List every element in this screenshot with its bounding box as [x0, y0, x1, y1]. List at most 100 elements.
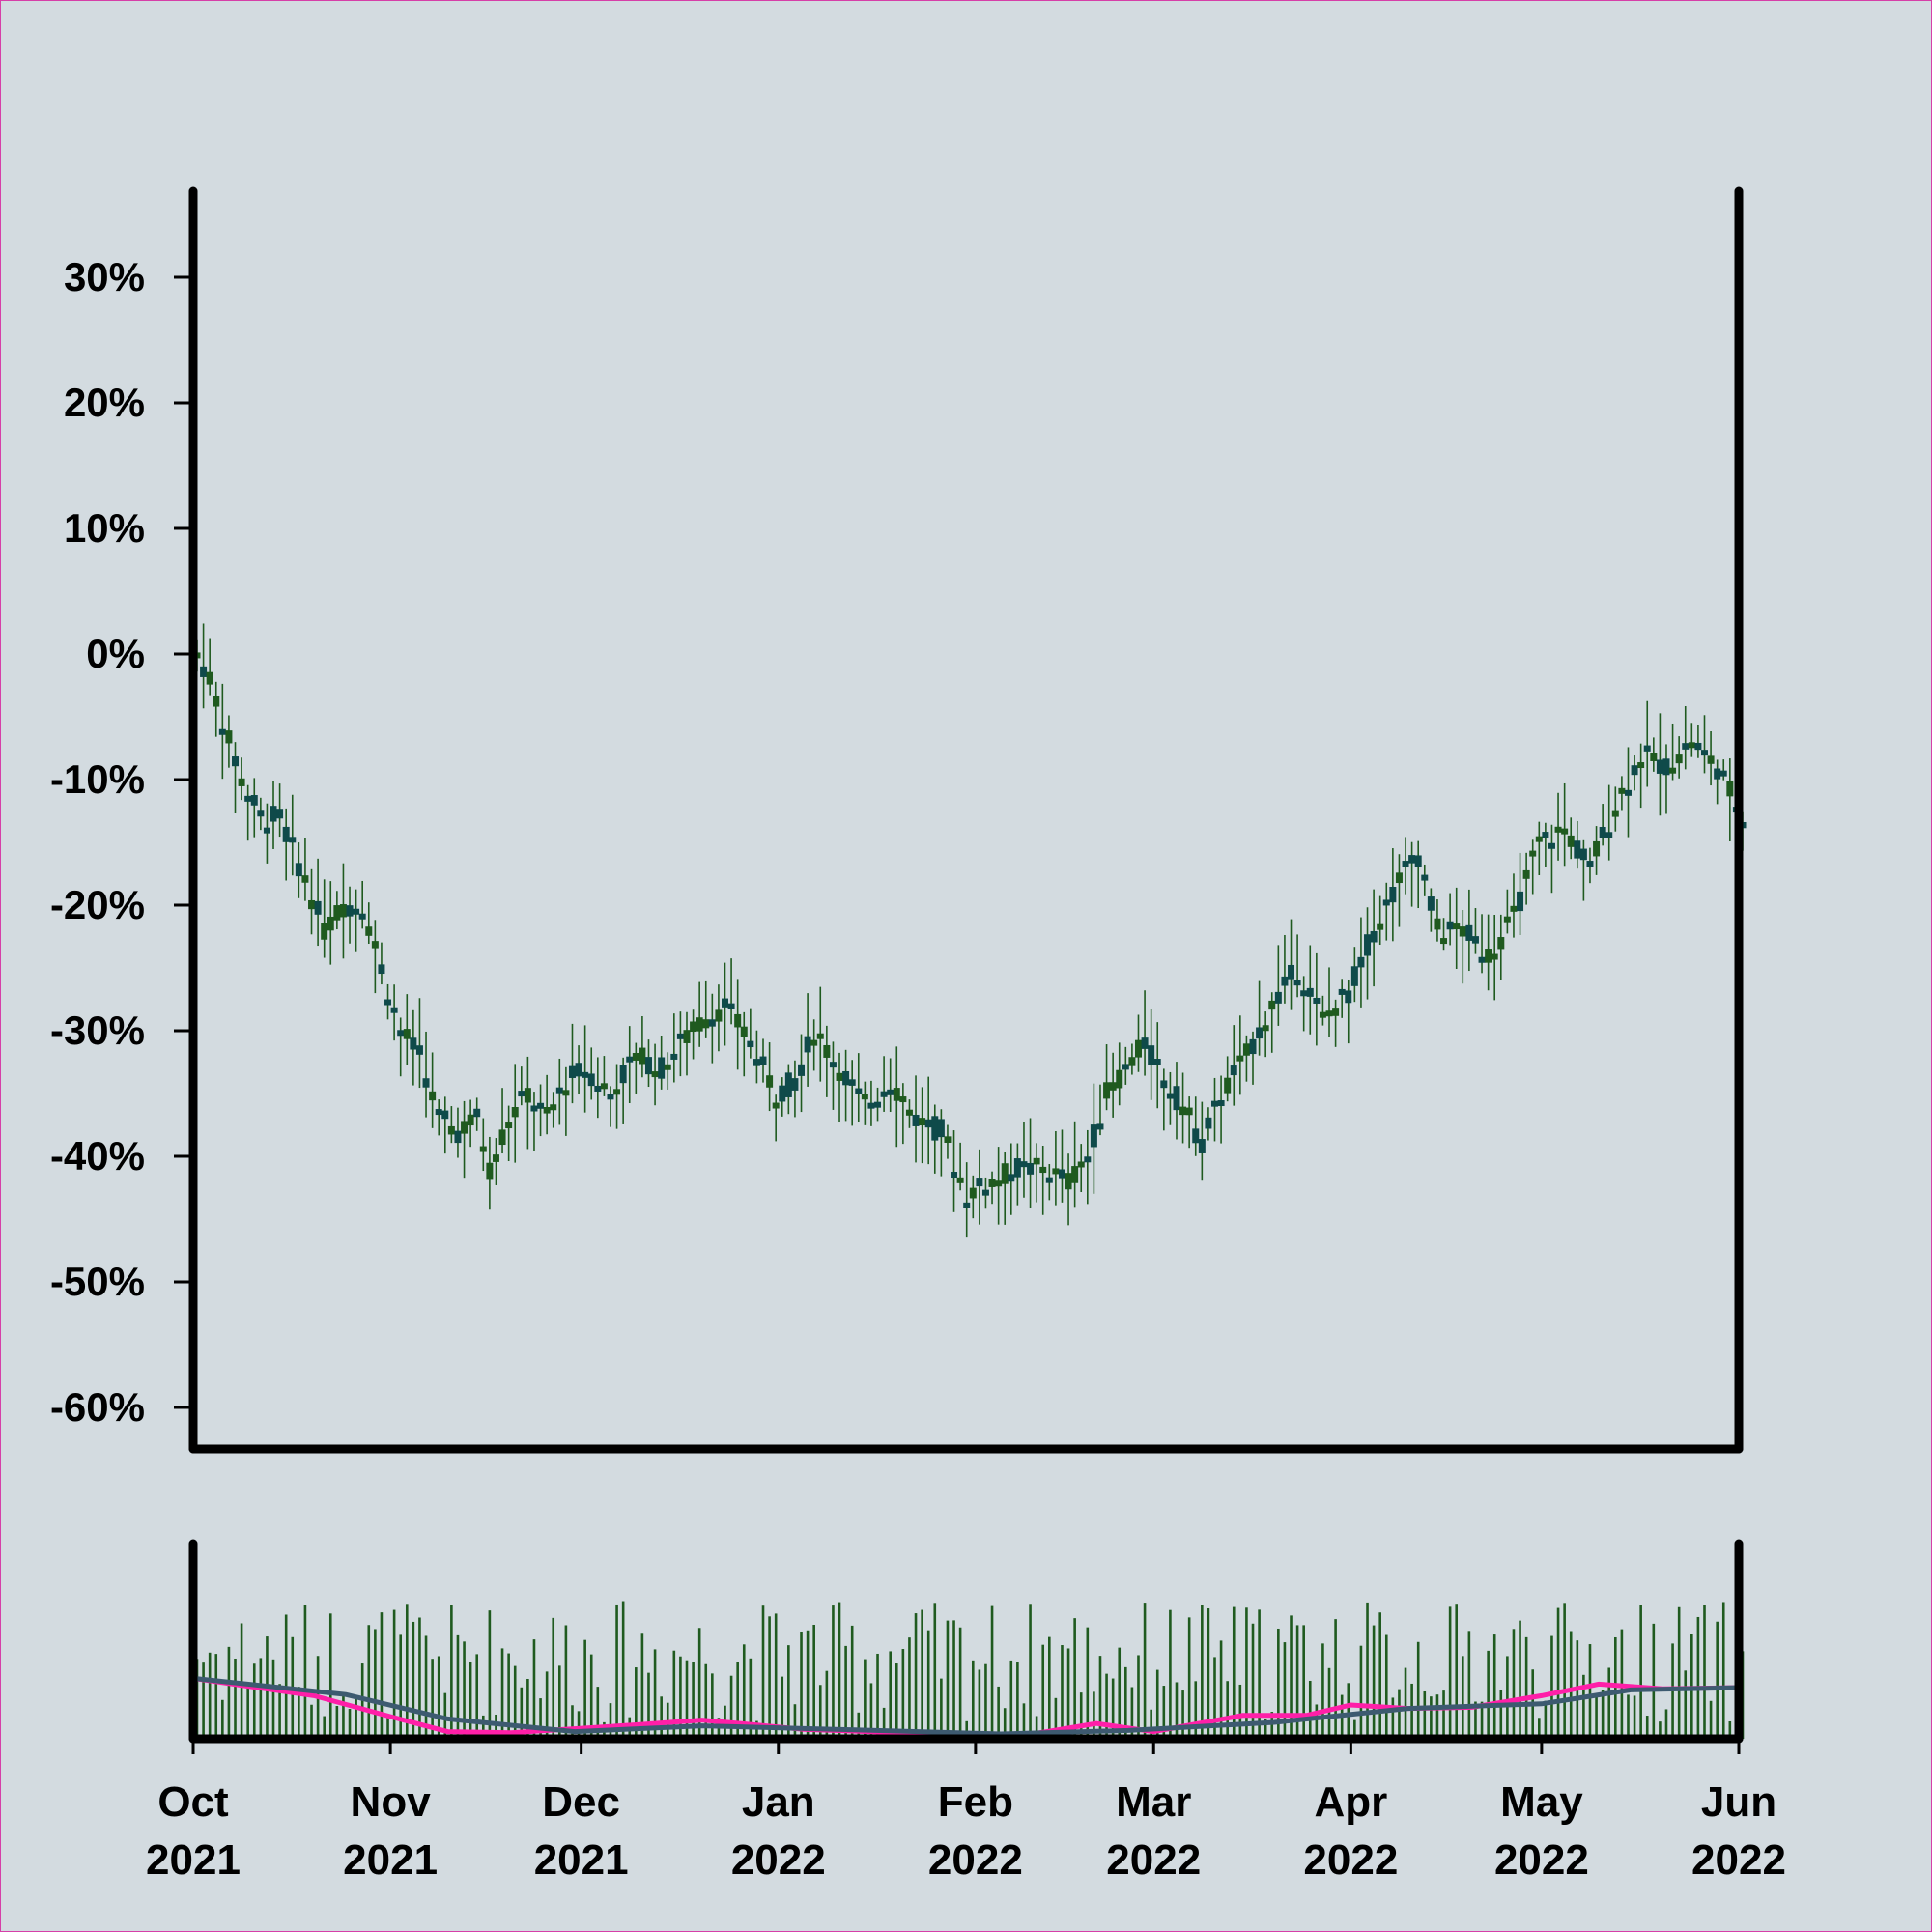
volume-bar — [1512, 1629, 1516, 1739]
volume-bar — [1258, 1609, 1261, 1739]
volume-bar — [558, 1665, 561, 1739]
volume-bar — [271, 1659, 275, 1739]
candle-body — [600, 1083, 608, 1090]
candle-body — [1153, 1059, 1161, 1065]
volume-bar — [1366, 1602, 1369, 1739]
volume-bar — [367, 1625, 371, 1739]
volume-bar — [635, 1667, 638, 1739]
volume-bar — [1238, 1684, 1242, 1739]
candle-body — [791, 1078, 799, 1091]
volume-bar — [469, 1662, 472, 1739]
volume-bar — [1677, 1606, 1681, 1739]
candle-body — [555, 1087, 563, 1094]
volume-bar — [424, 1635, 428, 1739]
volume-bar — [1378, 1612, 1381, 1739]
candle-body — [200, 666, 208, 677]
candle-body — [1446, 921, 1454, 930]
volume-bar — [679, 1656, 682, 1739]
candle-body — [289, 837, 297, 843]
candle-body — [301, 875, 309, 883]
volume-bar — [1716, 1621, 1719, 1739]
volume-bar — [328, 1613, 332, 1739]
volume-bar — [965, 1720, 969, 1739]
candle-body — [708, 1019, 716, 1027]
candle-body — [1624, 789, 1632, 796]
volume-bar — [1181, 1690, 1184, 1739]
y-tick-label: -50% — [50, 1259, 145, 1304]
volume-bar — [1372, 1625, 1376, 1739]
volume-bar — [1226, 1681, 1229, 1739]
candle-body — [486, 1162, 494, 1180]
volume-bar — [1022, 1703, 1026, 1739]
candle-body — [1109, 1082, 1117, 1091]
x-tick-year: 2021 — [343, 1836, 438, 1884]
candle-body — [1084, 1156, 1092, 1163]
volume-bar — [1111, 1678, 1115, 1739]
candle-body — [1116, 1069, 1123, 1089]
candle-body — [683, 1030, 691, 1043]
volume-bar — [857, 1712, 861, 1739]
candle-body — [378, 964, 385, 975]
volume-bar — [1582, 1674, 1585, 1739]
volume-bar — [1290, 1615, 1293, 1739]
candle-body — [963, 1202, 971, 1208]
x-tick-month: Jan — [742, 1778, 815, 1826]
candle-body — [1719, 770, 1727, 777]
candle-body — [1682, 743, 1690, 750]
volume-bar — [1061, 1645, 1064, 1739]
volume-bar — [1308, 1680, 1312, 1739]
candle-body — [1637, 762, 1645, 769]
candle-body — [1185, 1107, 1193, 1116]
candle-body — [766, 1075, 774, 1088]
x-tick-year: 2021 — [534, 1836, 629, 1884]
candle-body — [1529, 850, 1537, 857]
volume-bar — [736, 1662, 739, 1739]
volume-bar — [800, 1631, 803, 1739]
volume-bar — [380, 1612, 384, 1739]
volume-bar — [1213, 1657, 1216, 1739]
y-tick-label: -30% — [50, 1008, 145, 1053]
candle-body — [981, 1189, 989, 1196]
candle-body — [1643, 745, 1651, 752]
candle-body — [511, 1107, 519, 1118]
candle-body — [524, 1088, 531, 1103]
volume-bar — [583, 1639, 586, 1739]
volume-bar — [360, 1663, 364, 1739]
volume-bar — [997, 1686, 1000, 1739]
volume-bar — [1353, 1719, 1356, 1739]
volume-bar — [1048, 1636, 1051, 1739]
candle-body — [740, 1026, 748, 1037]
candle-body — [467, 1114, 474, 1126]
volume-bar — [1455, 1604, 1459, 1739]
volume-bar — [1391, 1697, 1395, 1739]
candle-body — [461, 1121, 469, 1134]
candle-body — [924, 1119, 932, 1128]
candle-body — [1281, 976, 1289, 986]
volume-bar — [418, 1617, 421, 1739]
x-tick-month: May — [1500, 1778, 1583, 1826]
candle-body — [658, 1057, 666, 1079]
candle-body — [1224, 1077, 1232, 1094]
candle-body — [1230, 1065, 1237, 1076]
candle-body — [995, 1180, 1003, 1187]
candle-body — [919, 1118, 926, 1126]
candle-body — [639, 1047, 646, 1065]
candle-body — [880, 1091, 888, 1097]
candle-body — [232, 756, 240, 767]
candle-body — [365, 926, 373, 936]
candle-body — [619, 1065, 627, 1084]
candle-body — [518, 1091, 526, 1097]
candle-body — [1377, 923, 1384, 930]
volume-bar — [1442, 1690, 1445, 1739]
candle-body — [1033, 1157, 1040, 1165]
volume-bar — [589, 1654, 593, 1739]
volume-bar — [653, 1649, 657, 1739]
volume-bar — [259, 1658, 263, 1739]
candle-body — [1669, 767, 1677, 774]
volume-bar — [1398, 1689, 1401, 1739]
volume-bar — [1079, 1692, 1083, 1739]
volume-bar — [1435, 1694, 1439, 1739]
candle-body — [505, 1122, 513, 1129]
candle-body — [218, 728, 226, 735]
volume-bar — [1175, 1682, 1179, 1739]
